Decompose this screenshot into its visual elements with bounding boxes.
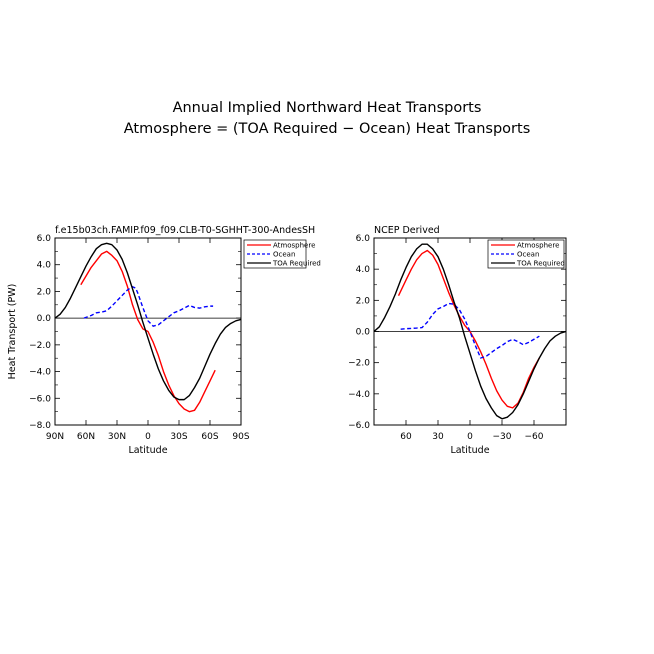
y-tick-label: −6.0	[29, 394, 51, 404]
x-tick-label: 60S	[201, 432, 218, 442]
y-tick-label: −2.0	[348, 359, 370, 369]
x-tick-label: 90N	[46, 432, 64, 442]
x-tick-label: −60	[525, 432, 544, 442]
series-line-ocean	[83, 286, 214, 327]
y-tick-label: −4.0	[348, 390, 370, 400]
figure-title-line1: Annual Implied Northward Heat Transports	[173, 100, 482, 116]
y-tick-label: 2.0	[37, 287, 52, 297]
x-tick-label: 30S	[170, 432, 187, 442]
y-tick-label: 6.0	[356, 234, 371, 244]
series-line-toa-required	[54, 242, 242, 401]
x-axis-label: Latitude	[450, 445, 489, 456]
figure-title-line2: Atmosphere = (TOA Required − Ocean) Heat…	[124, 121, 531, 137]
x-tick-label: 0	[145, 432, 151, 442]
chart-ncep-derived: 60 30 0 −30 −60 −6.0 −4.0 −2.0 0.0 2.0 4.0 6.0NCEP …	[348, 225, 567, 456]
y-tick-label: 4.0	[37, 261, 52, 271]
chart-title: f.e15b03ch.FAMIP.f09_f09.CLB-T0-SGHHT-30…	[55, 225, 315, 236]
chart-title: NCEP Derived	[374, 225, 440, 236]
y-tick-label: 6.0	[37, 234, 52, 244]
x-tick-label: −30	[493, 432, 512, 442]
legend-label: Ocean	[517, 251, 539, 259]
legend-label: TOA Required	[272, 260, 321, 268]
y-tick-label: −8.0	[29, 421, 51, 431]
y-tick-label: 0.0	[37, 314, 52, 324]
x-tick-label: 30N	[108, 432, 126, 442]
y-tick-label: −4.0	[29, 368, 51, 378]
legend-label: Atmosphere	[517, 242, 559, 250]
legend-label: Atmosphere	[273, 242, 315, 250]
series-line-ocean	[400, 302, 540, 359]
chart-model: 90N 60N 30N 0 30S 60S 90S −8.0 −6.0 −4.0 −2.0 0.0 2.…	[7, 225, 321, 456]
series-line-atmosphere	[397, 249, 540, 409]
x-tick-label: 60N	[77, 432, 95, 442]
y-tick-label: −2.0	[29, 341, 51, 351]
legend-label: Ocean	[273, 251, 295, 259]
y-tick-label: 0.0	[356, 328, 371, 338]
x-tick-label: 30	[432, 432, 444, 442]
x-tick-label: 90S	[232, 432, 249, 442]
y-tick-label: −6.0	[348, 421, 370, 431]
x-tick-label: 0	[467, 432, 473, 442]
y-tick-label: 4.0	[356, 265, 371, 275]
series-line-toa-required	[373, 243, 567, 420]
y-axis-label: Heat Transport (PW)	[7, 284, 18, 380]
legend-label: TOA Required	[516, 260, 565, 268]
x-axis-label: Latitude	[128, 445, 167, 456]
series-line-atmosphere	[80, 250, 216, 413]
x-tick-label: 60	[400, 432, 412, 442]
y-tick-label: 2.0	[356, 296, 371, 306]
